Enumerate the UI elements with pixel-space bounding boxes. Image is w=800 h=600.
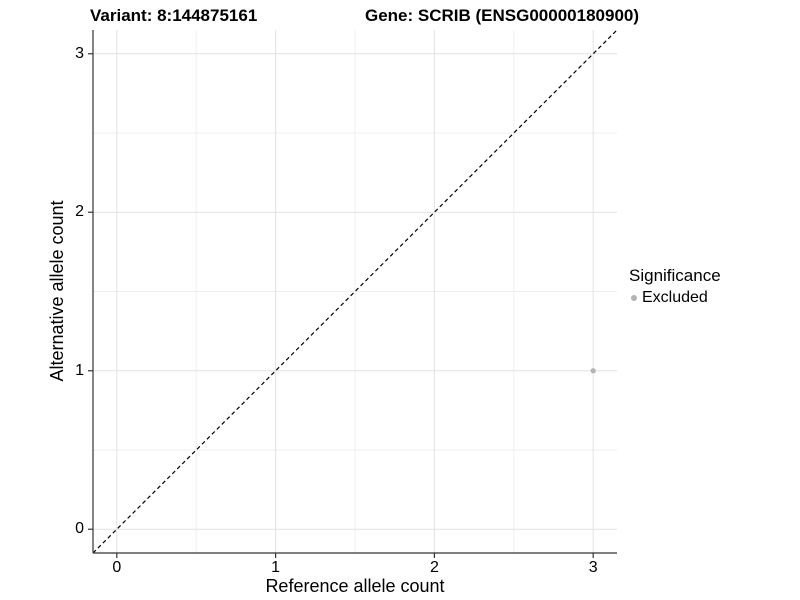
identity-dashed-line	[92, 29, 618, 554]
x-tick-label: 1	[271, 559, 281, 576]
x-tick-label: 2	[429, 559, 439, 576]
y-tick-label: 2	[75, 203, 84, 221]
data-point	[590, 368, 596, 374]
y-axis-title: Alternative allele count	[47, 200, 67, 382]
legend-title: Significance	[629, 266, 721, 285]
x-tick-label: 3	[588, 559, 598, 576]
x-axis-title: Reference allele count	[265, 576, 445, 596]
y-tick-label: 3	[75, 44, 84, 62]
y-tick-label: 1	[75, 361, 84, 379]
plot-title-variant: Variant: 8:144875161	[90, 6, 258, 25]
legend: Significance Excluded	[629, 266, 721, 307]
plot-title-gene: Gene: SCRIB (ENSG00000180900)	[365, 6, 640, 25]
legend-point-icon	[631, 295, 637, 302]
legend-item-label: Excluded	[642, 289, 708, 307]
x-tick-label: 0	[112, 559, 122, 576]
legend-item-excluded: Excluded	[629, 289, 721, 307]
y-tick-label: 0	[75, 520, 84, 538]
